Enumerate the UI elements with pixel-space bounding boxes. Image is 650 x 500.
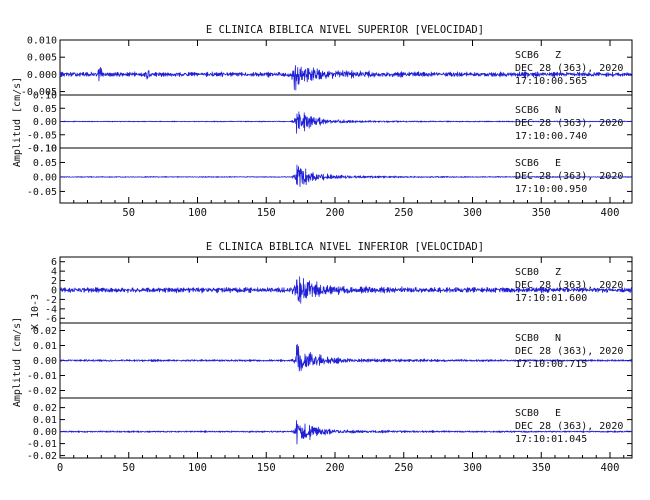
- y-tick-label: 0.00: [33, 427, 57, 438]
- x-tick-label: 150: [257, 207, 276, 219]
- y-tick-label: -0.02: [27, 451, 57, 462]
- y-tick-label: 0.00: [33, 117, 57, 128]
- seismogram-trace: [59, 65, 633, 91]
- y-tick-label: -0.02: [27, 386, 57, 397]
- y-tick-label: 0.05: [33, 104, 57, 115]
- y-tick-label: 0.00: [33, 172, 57, 183]
- y-scale-note: X 10-3: [30, 294, 41, 330]
- y-tick-label: 0.01: [33, 341, 57, 352]
- station-label: SCB6: [515, 105, 539, 116]
- x-tick-label: 300: [463, 207, 482, 219]
- y-tick-label: 6: [51, 257, 57, 268]
- component-label: E: [555, 158, 561, 169]
- component-label: N: [555, 333, 561, 344]
- y-tick-label: 0.02: [33, 403, 57, 414]
- x-tick-label: 150: [257, 462, 276, 474]
- y-tick-label: 0.10: [33, 91, 57, 102]
- y-tick-label: 2: [51, 276, 57, 287]
- date-label: DEC 28 (363), 2020: [515, 171, 623, 182]
- time-label: 17:10:01.045: [515, 434, 587, 445]
- y-tick-label: -6: [45, 314, 57, 325]
- x-axis-superior: 50 100 150 200 250 300 350 400: [73, 40, 625, 219]
- y-tick-label: 0.00: [33, 356, 57, 367]
- component-label: Z: [555, 50, 561, 61]
- seismogram-trace: [59, 164, 633, 188]
- y-tick-label: -0.005: [21, 87, 57, 98]
- x-tick-label: 250: [394, 207, 413, 219]
- panel-scb0-e: 0.020.010.00-0.01-0.02 SCB0 E DEC 28 (363),…: [27, 397, 633, 462]
- x-tick-label: 300: [463, 462, 482, 474]
- y-tick-label: 0.10: [33, 144, 57, 155]
- component-label: N: [555, 105, 561, 116]
- seismogram-trace: [59, 344, 633, 372]
- y-tick-label: -2: [45, 295, 57, 306]
- x-tick-label: 350: [532, 207, 551, 219]
- station-label: SCB0: [515, 267, 539, 278]
- panel-scb6-e: 0.10 0.05 0.00 -0.05 SCB6 E DEC 28 (363), 2020…: [27, 144, 633, 204]
- time-label: 17:10:00.740: [515, 131, 587, 142]
- date-label: DEC 28 (363), 2020: [515, 118, 623, 129]
- x-tick-label: 50: [122, 207, 135, 219]
- date-label: DEC 28 (363), 2020: [515, 280, 623, 291]
- chart-title-inferior: E CLINICA BIBLICA NIVEL INFERIOR [VELOCI…: [206, 241, 484, 253]
- station-label: SCB6: [515, 158, 539, 169]
- y-tick-label: 0.05: [33, 158, 57, 169]
- x-tick-label: 200: [326, 207, 345, 219]
- x-tick-label: 100: [188, 462, 207, 474]
- chart-title-superior: E CLINICA BIBLICA NIVEL SUPERIOR [VELOCI…: [206, 24, 484, 36]
- seismogram-trace: [59, 420, 633, 445]
- y-tick-label: -0.05: [27, 130, 57, 141]
- time-label: 17:10:00.950: [515, 184, 587, 195]
- x-tick-label: 350: [532, 462, 551, 474]
- y-tick-label: -4: [45, 304, 57, 315]
- x-axis-inferior: 0 50 100 150 200 250 300 350 400: [57, 257, 625, 474]
- x-tick-label: 400: [601, 462, 620, 474]
- x-tick-label: 100: [188, 207, 207, 219]
- x-tick-label: 50: [122, 462, 135, 474]
- x-tick-label: 250: [394, 462, 413, 474]
- station-label: SCB6: [515, 50, 539, 61]
- y-tick-label: 0.005: [27, 53, 57, 64]
- x-tick-label: 400: [601, 207, 620, 219]
- y-tick-label: -0.01: [27, 439, 57, 450]
- seismogram-trace: [59, 276, 633, 304]
- component-label: Z: [555, 267, 561, 278]
- date-label: DEC 28 (363), 2020: [515, 63, 623, 74]
- date-label: DEC 28 (363), 2020: [515, 346, 623, 357]
- y-tick-label: -0.05: [27, 187, 57, 198]
- time-label: 17:10:00.715: [515, 359, 587, 370]
- y-tick-label: 0.000: [27, 70, 57, 81]
- station-label: SCB0: [515, 333, 539, 344]
- y-tick-label: 4: [51, 267, 57, 278]
- panel-frame: [59, 397, 633, 459]
- x-tick-label: 0: [57, 462, 63, 474]
- date-label: DEC 28 (363), 2020: [515, 421, 623, 432]
- y-tick-label: 0.01: [33, 415, 57, 426]
- component-label: E: [555, 408, 561, 419]
- y-axis-label-inferior: Amplitud [cm/s]: [12, 317, 23, 407]
- station-label: SCB0: [515, 408, 539, 419]
- y-tick-label: 0.010: [27, 36, 57, 47]
- y-axis-label-superior: Amplitud [cm/s]: [12, 77, 23, 167]
- time-label: 17:10:00.565: [515, 76, 587, 87]
- panel-scb0-n: 0.02 0.01 0.00 -0.01 -0.02 SCB0 N DEC 28 (363),…: [27, 322, 633, 399]
- x-tick-label: 200: [326, 462, 345, 474]
- y-tick-label: -0.01: [27, 371, 57, 382]
- seismogram-trace: [59, 111, 633, 134]
- y-tick-label: -0.10: [27, 144, 57, 155]
- y-tick-label: 0: [51, 286, 57, 297]
- time-label: 17:10:01.600: [515, 293, 587, 304]
- y-tick-label: 0.02: [33, 326, 57, 337]
- panel-frame: [59, 147, 633, 204]
